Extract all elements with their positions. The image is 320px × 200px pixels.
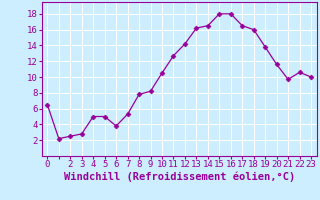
X-axis label: Windchill (Refroidissement éolien,°C): Windchill (Refroidissement éolien,°C)	[64, 172, 295, 182]
